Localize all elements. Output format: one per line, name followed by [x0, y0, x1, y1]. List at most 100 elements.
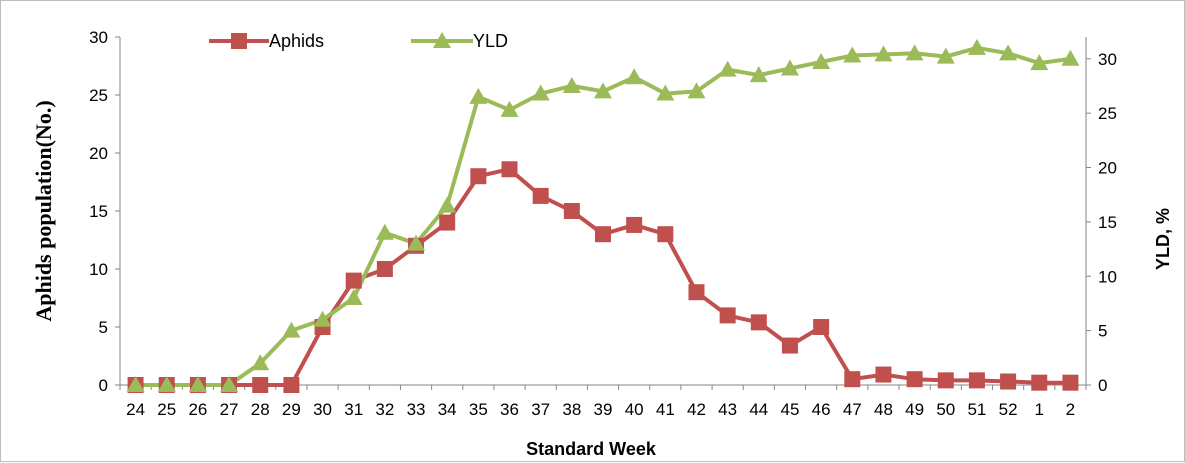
x-tick-label: 44 — [749, 400, 768, 419]
data-point-aphids — [532, 187, 549, 204]
x-tick-label: 36 — [500, 400, 519, 419]
y2-tick-label: 30 — [1098, 50, 1117, 69]
x-tick-label: 48 — [874, 400, 893, 419]
data-point-yld — [749, 66, 768, 83]
data-point-aphids — [345, 272, 362, 289]
x-tick-label: 33 — [407, 400, 426, 419]
data-point-aphids — [470, 168, 487, 185]
legend-label-yld: YLD — [473, 31, 508, 51]
x-tick-label: 52 — [999, 400, 1018, 419]
data-point-aphids — [595, 226, 611, 243]
x-tick-label: 41 — [656, 400, 675, 419]
data-point-yld — [936, 47, 955, 64]
x-tick-label: 24 — [126, 400, 145, 419]
data-point-yld — [1061, 49, 1080, 66]
data-point-yld — [126, 376, 145, 392]
x-tick-label: 28 — [251, 400, 270, 419]
series-line-aphids — [135, 167, 1071, 387]
data-point-aphids — [906, 371, 923, 388]
y-tick-label: 25 — [89, 86, 108, 105]
x-axis-title: Standard Week — [526, 439, 657, 459]
x-tick-label: 26 — [188, 400, 207, 419]
series-lines — [135, 45, 1071, 387]
data-point-yld — [594, 82, 612, 99]
series-markers — [126, 38, 1080, 393]
data-point-yld — [780, 59, 799, 76]
data-point-aphids — [750, 314, 767, 331]
data-point-aphids — [439, 214, 456, 231]
data-point-yld — [656, 84, 675, 101]
data-point-yld — [282, 321, 301, 338]
x-tick-label: 39 — [594, 400, 613, 419]
data-point-aphids — [688, 284, 705, 301]
x-tick-label: 38 — [562, 400, 581, 419]
x-tick-label: 45 — [781, 400, 800, 419]
data-point-yld — [188, 376, 207, 392]
data-point-yld — [999, 44, 1018, 61]
data-point-yld — [251, 354, 270, 371]
y-tick-label: 15 — [89, 202, 108, 221]
data-point-aphids — [937, 372, 954, 389]
legend-marker-yld — [433, 32, 451, 48]
x-tick-label: 40 — [625, 400, 644, 419]
x-tick-label: 49 — [905, 400, 924, 419]
x-tick-label: 51 — [967, 400, 986, 419]
x-tick-label: 1 — [1035, 400, 1044, 419]
y-tick-label: 10 — [89, 260, 108, 279]
data-point-aphids — [844, 371, 861, 388]
data-point-yld — [344, 289, 363, 305]
data-point-yld — [375, 223, 394, 240]
y2-tick-label: 5 — [1098, 322, 1107, 341]
x-tick-label: 2 — [1066, 400, 1075, 419]
data-point-yld — [531, 84, 550, 101]
y-tick-label: 30 — [89, 28, 108, 47]
y-tick-label: 20 — [89, 144, 108, 163]
x-tick-label: 31 — [344, 400, 363, 419]
data-point-aphids — [719, 307, 736, 324]
legend-item-yld: YLD — [411, 31, 508, 51]
x-tick-label: 50 — [936, 400, 955, 419]
tick-labels: 0 5 10 15 20 25 30 0 5 10 15 20 25 30 24 25 26 27 28 29 30 31… — [89, 28, 1117, 419]
legend-marker-aphids — [231, 33, 247, 49]
legend-label-aphids: Aphids — [269, 31, 324, 51]
data-point-yld — [313, 310, 332, 327]
data-point-aphids — [875, 366, 892, 383]
data-point-yld — [500, 100, 519, 117]
y2-axis-title: YLD, % — [1153, 208, 1173, 270]
data-point-aphids — [968, 372, 985, 389]
data-point-aphids — [252, 377, 269, 393]
data-point-yld — [874, 45, 893, 62]
y-tick-label: 5 — [99, 318, 108, 337]
data-point-aphids — [376, 261, 393, 277]
data-point-yld — [407, 234, 426, 251]
x-tick-label: 32 — [375, 400, 394, 419]
data-point-yld — [843, 46, 862, 63]
x-tick-label: 25 — [157, 400, 176, 419]
data-point-yld — [718, 60, 737, 77]
x-tick-label: 34 — [438, 400, 457, 419]
data-point-yld — [220, 376, 239, 392]
data-point-aphids — [1062, 374, 1079, 391]
series-line-yld — [135, 45, 1071, 387]
x-tick-label: 46 — [812, 400, 831, 419]
data-point-yld — [469, 87, 488, 104]
x-tick-label: 42 — [687, 400, 706, 419]
data-point-aphids — [283, 377, 300, 393]
data-point-yld — [625, 68, 644, 85]
data-point-aphids — [813, 319, 830, 335]
data-point-yld — [157, 376, 176, 392]
y2-tick-label: 0 — [1098, 376, 1107, 395]
y2-tick-label: 25 — [1098, 104, 1117, 123]
x-tick-label: 27 — [220, 400, 239, 419]
data-point-yld — [967, 38, 986, 55]
data-point-yld — [687, 82, 706, 99]
y-tick-label: 0 — [99, 376, 108, 395]
data-point-aphids — [563, 203, 580, 219]
legend-item-aphids: Aphids — [209, 31, 324, 51]
data-point-yld — [562, 76, 581, 93]
x-tick-label: 47 — [843, 400, 862, 419]
data-point-aphids — [781, 337, 798, 354]
y-axis-title: Aphids population(No.) — [31, 100, 56, 321]
